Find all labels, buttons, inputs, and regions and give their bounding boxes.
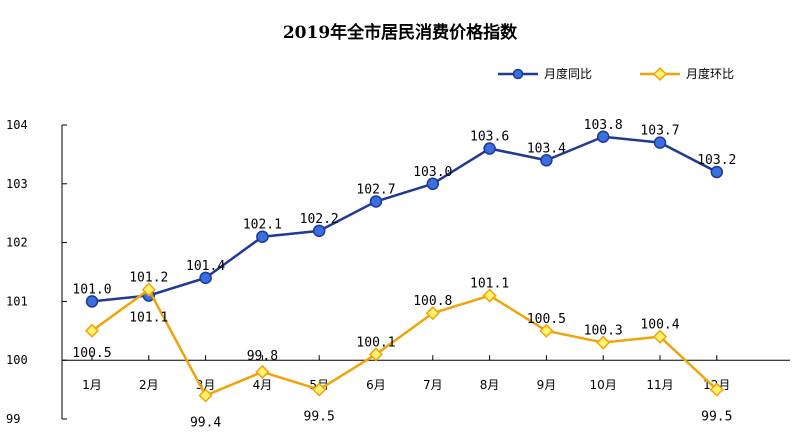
- y-tick-label-4: 100: [6, 353, 28, 367]
- chart-title: 2019年全市居民消费价格指数: [283, 22, 518, 43]
- point-series-1-8: [539, 323, 554, 338]
- x-tick-label-7: 8月: [480, 378, 500, 392]
- legend-item-series-0: 月度同比: [498, 66, 592, 81]
- point-series-0-11: [710, 165, 724, 179]
- point-series-1-1: [141, 282, 156, 297]
- point-series-1-9: [596, 335, 611, 350]
- x-tick-label-0: 1月: [82, 378, 102, 392]
- point-series-1-7: [482, 288, 497, 303]
- point-series-0-8: [540, 154, 553, 167]
- y-tick-label-3: 101: [6, 294, 28, 308]
- point-series-1-4: [312, 382, 327, 397]
- point-series-0-6: [426, 177, 440, 191]
- data-label-series-0-0: 101.0: [72, 282, 111, 297]
- axes: 104103102101100991月2月3月4月5月6月7月8月9月10月11…: [6, 118, 790, 426]
- data-label-series-0-3: 102.1: [243, 218, 282, 233]
- data-label-series-0-11: 103.2: [697, 153, 736, 168]
- data-label-series-1-7: 101.1: [470, 277, 509, 292]
- data-label-series-0-5: 102.7: [356, 182, 395, 197]
- data-label-series-1-0: 100.5: [72, 346, 111, 361]
- data-label-series-1-5: 100.1: [356, 335, 395, 350]
- x-tick-label-9: 10月: [590, 378, 617, 392]
- data-label-series-1-3: 99.8: [247, 349, 278, 364]
- y-tick-label-2: 102: [6, 236, 28, 250]
- data-label-series-0-8: 103.4: [527, 141, 566, 156]
- point-series-1-0: [84, 323, 100, 338]
- data-label-series-1-2: 99.4: [190, 415, 221, 430]
- point-series-1-6: [425, 306, 440, 321]
- x-tick-label-3: 4月: [253, 378, 273, 392]
- legend: 月度同比 月度环比: [498, 66, 734, 82]
- x-tick-label-8: 9月: [537, 378, 557, 392]
- legend-label-series-1: 月度环比: [686, 66, 734, 81]
- series-line-0: [91, 135, 718, 303]
- data-label-series-1-9: 100.3: [584, 324, 623, 339]
- y-tick-label-0: 104: [6, 118, 28, 132]
- legend-item-series-1: 月度环比: [640, 66, 734, 82]
- point-series-0-9: [596, 130, 610, 144]
- data-label-series-0-1: 101.1: [129, 311, 168, 326]
- data-label-series-1-11: 99.5: [701, 410, 732, 425]
- point-series-1-3: [255, 364, 270, 380]
- x-tick-label-10: 11月: [646, 378, 673, 392]
- data-label-series-1-4: 99.5: [304, 410, 335, 425]
- point-series-0-2: [199, 271, 212, 285]
- data-label-series-0-4: 102.2: [300, 212, 339, 227]
- data-label-series-0-9: 103.8: [584, 118, 623, 133]
- data-label-series-1-6: 100.8: [413, 294, 452, 309]
- point-series-0-4: [312, 224, 326, 238]
- legend-label-series-0: 月度同比: [544, 66, 592, 81]
- point-series-0-5: [369, 195, 383, 208]
- x-tick-label-1: 2月: [139, 378, 159, 392]
- data-label-series-1-1: 101.2: [129, 271, 168, 286]
- data-label-series-0-2: 101.4: [186, 259, 225, 274]
- data-label-series-1-8: 100.5: [527, 312, 566, 327]
- point-series-0-10: [653, 136, 667, 149]
- data-labels: 101.0 101.1 101.4 102.1 102.2 102.7 103.0 103.6…: [72, 118, 736, 431]
- series-line-1: [91, 288, 718, 397]
- point-series-0-3: [256, 230, 269, 243]
- data-label-series-0-10: 103.7: [640, 124, 679, 139]
- point-series-0-0: [85, 295, 99, 308]
- point-series-1-10: [652, 329, 668, 344]
- y-tick-label-1: 103: [6, 177, 28, 191]
- data-label-series-1-10: 100.4: [640, 318, 679, 333]
- data-label-series-0-6: 103.0: [413, 165, 452, 180]
- point-series-1-11: [709, 382, 724, 397]
- legend-marker-series-1: [652, 66, 668, 82]
- point-series-1-5: [368, 347, 384, 362]
- y-tick-label-5: 99: [6, 412, 20, 426]
- point-series-0-7: [483, 142, 496, 155]
- legend-marker-series-0: [512, 68, 524, 80]
- series-layer: [84, 130, 724, 403]
- x-tick-label-6: 7月: [423, 378, 443, 392]
- point-series-1-2: [198, 388, 213, 403]
- x-tick-label-5: 6月: [366, 378, 386, 392]
- data-label-series-0-7: 103.6: [470, 130, 509, 145]
